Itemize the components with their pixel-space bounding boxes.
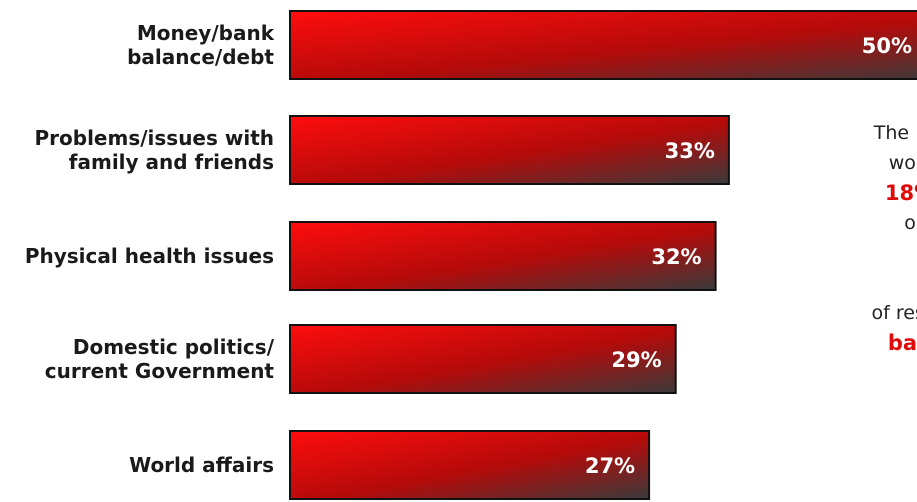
bar [289, 221, 717, 291]
side-note-line1: The 18- [873, 122, 917, 144]
bar [289, 10, 917, 80]
category-label: World affairs [129, 453, 274, 477]
category-label: balance/debt [127, 45, 274, 69]
side-note: The 18- worr 18% o of respo bad [780, 118, 917, 358]
side-note-line2: worr [888, 152, 917, 174]
value-label: 29% [611, 348, 661, 372]
bar [289, 115, 730, 185]
side-note-line3: o [904, 212, 916, 234]
category-label: Domestic politics/ [73, 335, 275, 359]
bar [289, 324, 677, 394]
category-label: family and friends [69, 150, 274, 174]
value-label: 33% [665, 139, 715, 163]
side-note-line4: of respo [871, 302, 917, 324]
category-label: Physical health issues [25, 244, 274, 268]
category-label: Money/bank [137, 21, 275, 45]
bar [289, 430, 651, 500]
category-label: current Government [45, 359, 275, 383]
category-label: Problems/issues with [34, 126, 274, 150]
value-label: 32% [651, 245, 701, 269]
value-label: 27% [585, 454, 635, 478]
side-note-gap [780, 238, 917, 298]
side-note-highlight1: 18% [884, 181, 917, 205]
value-label: 50% [862, 34, 912, 58]
side-note-highlight2: bad [887, 331, 917, 355]
